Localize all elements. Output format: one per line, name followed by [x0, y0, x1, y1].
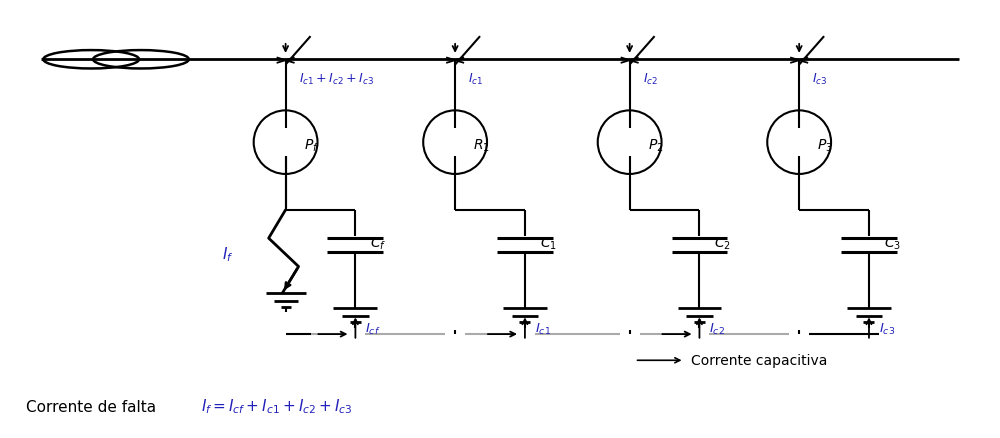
Text: Corrente de falta: Corrente de falta [26, 399, 161, 413]
Text: $I_{c1}$: $I_{c1}$ [468, 72, 483, 87]
Text: $C_2$: $C_2$ [714, 235, 731, 251]
Text: $R_1$: $R_1$ [473, 137, 490, 153]
Text: $I_{cf}$: $I_{cf}$ [365, 321, 381, 337]
Text: $I_{c2}$: $I_{c2}$ [643, 72, 658, 87]
Text: $P_3$: $P_3$ [817, 137, 833, 153]
Text: $C_3$: $C_3$ [884, 235, 901, 251]
Text: $C_f$: $C_f$ [370, 235, 387, 251]
Text: $I_{c1}+I_{c2}+I_{c3}$: $I_{c1}+I_{c2}+I_{c3}$ [299, 72, 373, 87]
Text: $I_{c3}$: $I_{c3}$ [812, 72, 828, 87]
Text: $C_1$: $C_1$ [540, 235, 557, 251]
Text: $I_{c3}$: $I_{c3}$ [879, 321, 895, 337]
Text: Corrente capacitiva: Corrente capacitiva [691, 353, 828, 367]
Text: $P_2$: $P_2$ [648, 137, 663, 153]
Text: $I_{c2}$: $I_{c2}$ [709, 321, 725, 337]
Text: $I_f$: $I_f$ [222, 244, 234, 263]
Text: $I_f = I_{cf} + I_{c1} + I_{c2} + I_{c3}$: $I_f = I_{cf} + I_{c1} + I_{c2} + I_{c3}… [201, 397, 352, 416]
Text: $I_{c1}$: $I_{c1}$ [535, 321, 551, 337]
Text: $P_f$: $P_f$ [304, 137, 319, 153]
